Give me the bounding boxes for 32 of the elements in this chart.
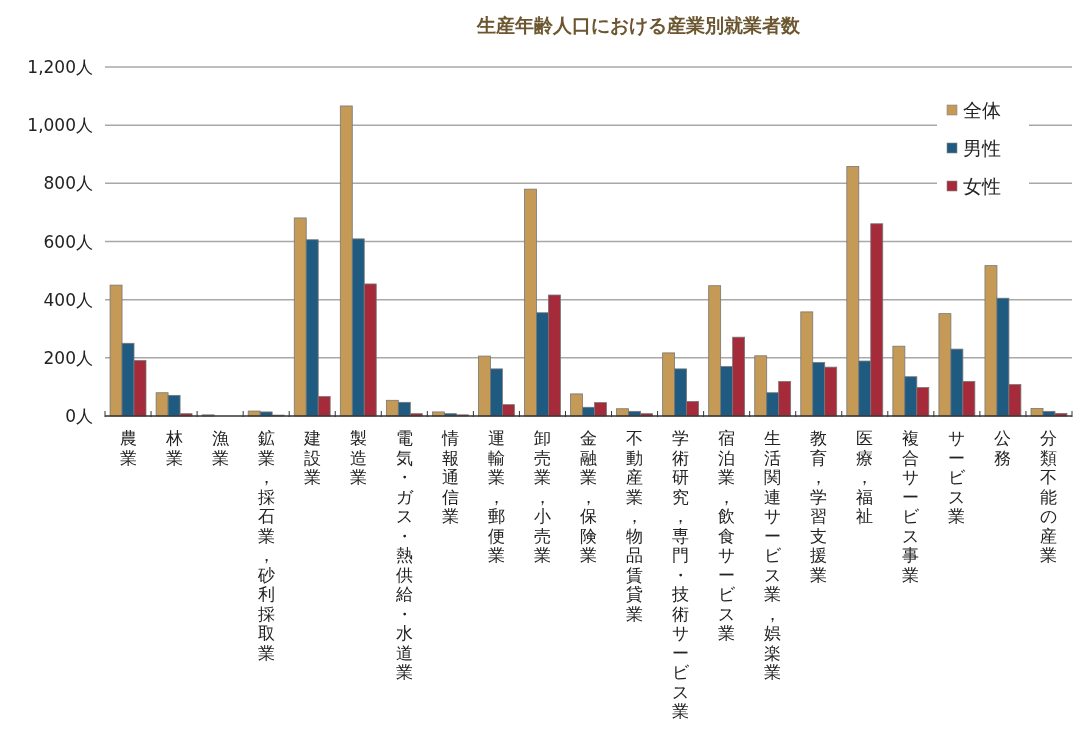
x-tick-label: 公務: [994, 428, 1012, 468]
x-tick-label: 金融業，保険業: [580, 428, 597, 565]
y-tick-label: 0人: [65, 406, 93, 426]
x-tick-label: 教育，学習支援業: [810, 428, 828, 585]
x-tick-label: 漁業: [211, 428, 229, 468]
y-tick-label: 200人: [43, 347, 93, 368]
x-tick-label: 建設業: [302, 428, 321, 487]
x-tick-label: 林業: [164, 428, 183, 468]
category-label: 電気・ガス・熱供給・水道業: [395, 428, 413, 682]
y-tick-label: 1,000人: [27, 115, 93, 136]
x-tick-label: 運輸業，郵便業: [487, 428, 505, 565]
x-tick-label: サービス業: [948, 428, 967, 526]
y-tick-label: 1,200人: [27, 57, 93, 77]
x-tick-label: 分類不能の産業: [1040, 428, 1058, 565]
x-tick-label: 複合サービス事業: [902, 428, 921, 585]
y-tick-label: 800人: [43, 173, 93, 194]
category-label: 学術研究，専門・技術サービス業: [672, 428, 690, 721]
x-tick-label: 医療，福祉: [856, 428, 874, 526]
y-tick-label: 600人: [43, 231, 93, 252]
x-tick-label: 農業: [119, 428, 137, 468]
legend-label: 全体: [963, 99, 1001, 121]
legend-label: 男性: [963, 137, 1001, 159]
legend-label: 女性: [963, 175, 1001, 197]
category-label: 鉱業，採石業，砂利採取業: [257, 428, 275, 663]
x-tick-label: 製造業: [349, 428, 367, 487]
category-label: 不動産業，物品賃貸業: [626, 428, 644, 624]
x-tick-label: 卸売業，小売業: [533, 428, 551, 565]
x-tick-label: 情報通信業: [440, 428, 459, 526]
chart-title: 生産年齢人口における産業別就業者数: [476, 14, 801, 36]
category-label: 宿泊業，飲食サービス業: [718, 428, 736, 643]
y-tick-label: 400人: [43, 289, 93, 310]
category-label: 生活関連サービス業，娯楽業: [764, 428, 782, 682]
